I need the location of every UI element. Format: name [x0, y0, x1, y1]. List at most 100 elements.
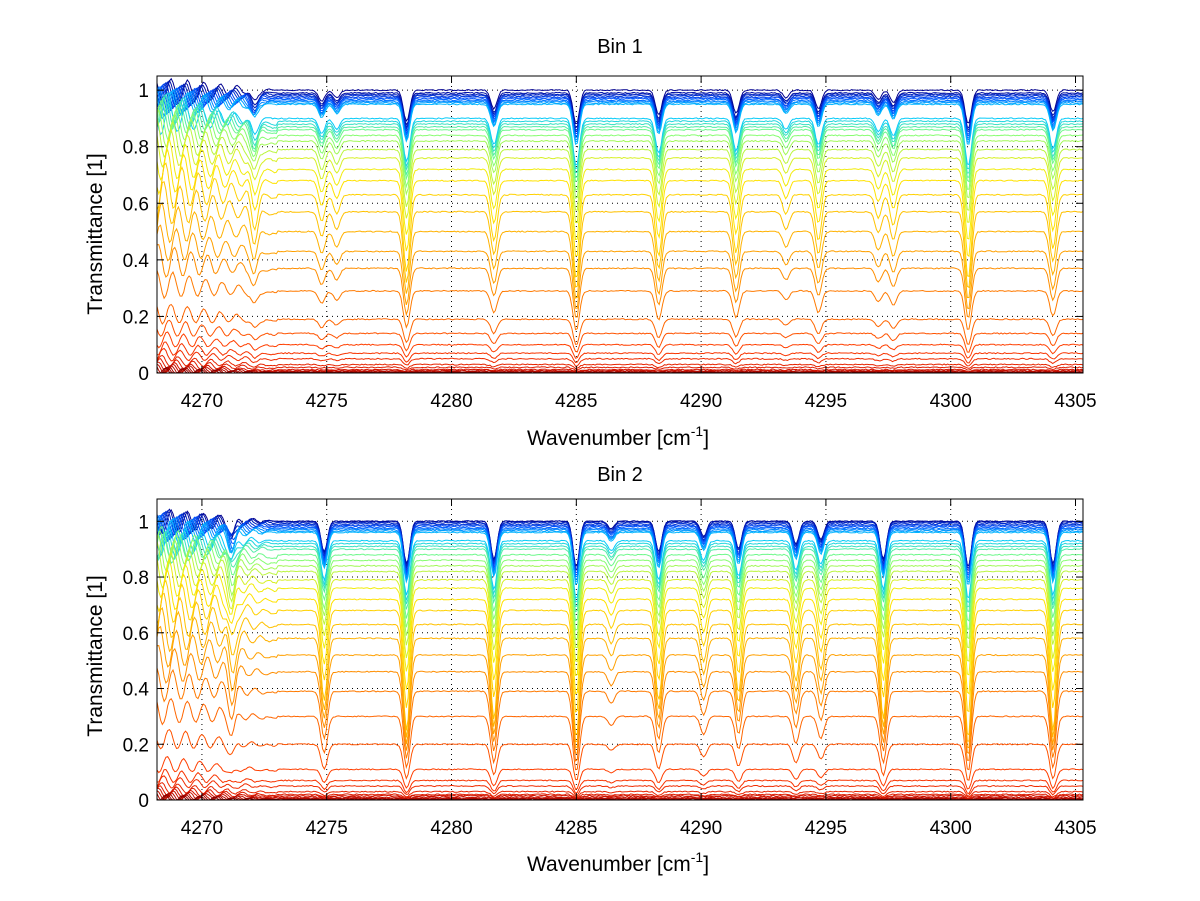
- y-tick-label: 1: [138, 512, 149, 533]
- spectrum-line: [156, 100, 1084, 183]
- y-tick-label: 0.4: [123, 251, 150, 272]
- spectrum-line: [156, 728, 1084, 781]
- x-tick-label: 4295: [805, 818, 847, 839]
- spectrum-line: [156, 94, 1084, 174]
- x-tick-label: 4290: [680, 818, 722, 839]
- x-axis-label: Wavenumber [cm-1]: [527, 423, 709, 450]
- spectrum-line: [156, 755, 1084, 790]
- spectrum-line: [156, 358, 1084, 372]
- x-tick-label: 4275: [306, 818, 348, 839]
- spectrum-line: [156, 533, 1084, 613]
- spectrum-line: [156, 511, 1084, 574]
- x-tick-label: 4285: [555, 391, 597, 412]
- spectrum-line: [156, 667, 1084, 762]
- spectrum-line: [156, 792, 1084, 801]
- spectrum-line: [156, 79, 1084, 129]
- spectrum-line: [156, 606, 1084, 743]
- axes-frame: [156, 75, 1084, 374]
- spectrum-line: [156, 354, 1084, 370]
- spectrum-line: [156, 526, 1084, 622]
- spectrum-line: [156, 105, 1084, 191]
- axes-frame: [156, 498, 1084, 801]
- spectrum-line: [156, 785, 1084, 800]
- x-tick-label: 4300: [930, 391, 972, 412]
- y-tick-label: 0: [138, 364, 149, 385]
- spectrum-line: [156, 625, 1084, 749]
- x-tick-label: 4305: [1054, 391, 1096, 412]
- spectrum-line: [156, 244, 1083, 318]
- spectrum-line: [156, 515, 1084, 581]
- spectrum-line: [156, 535, 1084, 640]
- spectrum-line: [156, 519, 1084, 586]
- x-axis-label-superscript: -1: [691, 849, 704, 865]
- spectrum-line: [156, 531, 1084, 631]
- x-tick-label: 4270: [181, 391, 223, 412]
- spectrum-line: [156, 84, 1083, 137]
- spectrum-line: [156, 181, 1084, 289]
- spectrum-line: [156, 529, 1084, 603]
- x-axis-label-main: Wavenumber [cm: [527, 853, 691, 876]
- spectrum-line: [156, 530, 1084, 608]
- spectrum-line: [156, 517, 1084, 584]
- spectrum-line: [156, 509, 1084, 567]
- panel-bin-1: Bin 1 4270 4275 4280 4285 4290 4295 4300 4305 0 0…: [84, 36, 1097, 450]
- spectrum-line: [156, 92, 1084, 170]
- spectrum-line: [156, 319, 1084, 353]
- spectrum-line: [156, 88, 1084, 144]
- spectrum-line: [156, 83, 1084, 135]
- y-tick-label: 0.4: [123, 680, 150, 701]
- spectrum-line: [156, 202, 1084, 299]
- x-tick-label: 4295: [805, 391, 847, 412]
- spectrum-line: [156, 698, 1084, 771]
- spectrum-line: [156, 790, 1084, 801]
- spectrum-line: [156, 103, 1084, 166]
- spectrum-line: [156, 117, 1084, 211]
- x-tick-label: 4290: [680, 391, 722, 412]
- spectrum-line: [156, 515, 1084, 579]
- y-axis-label: Transmittance [1]: [84, 575, 107, 736]
- y-axis-label: Transmittance [1]: [84, 153, 107, 314]
- spectrum-line: [156, 787, 1084, 800]
- spectrum-line: [156, 303, 1084, 345]
- chart-title: Bin 2: [597, 464, 643, 486]
- x-tick-label: 4305: [1054, 818, 1096, 839]
- spectrum-line: [156, 508, 1084, 567]
- x-tick-label: 4280: [430, 818, 472, 839]
- x-tick-label: 4285: [555, 818, 597, 839]
- spectrum-line: [156, 782, 1084, 798]
- spectrum-line: [156, 592, 1084, 736]
- spectrum-line: [156, 331, 1084, 359]
- spectrum-line: [156, 768, 1084, 795]
- spectrum-line: [156, 77, 1084, 125]
- x-tick-label: 4275: [306, 391, 348, 412]
- x-axis-label-superscript: -1: [691, 423, 704, 439]
- spectrum-line: [156, 148, 1084, 258]
- y-tick-label: 0.6: [123, 194, 149, 215]
- spectrum-line: [156, 569, 1084, 695]
- chart-title: Bin 1: [597, 36, 643, 58]
- spectrum-line: [156, 86, 1084, 139]
- panel-bin-2: Bin 2 4270 4275 4280 4285 4290 4295 4300 4305 0 0…: [84, 464, 1097, 876]
- spectrum-line: [156, 109, 1084, 199]
- x-axis-label-end: ]: [703, 427, 709, 450]
- spectrum-line: [156, 138, 1084, 241]
- spectrum-line: [156, 775, 1084, 797]
- spectrum-line: [156, 551, 1083, 662]
- y-tick-label: 0.8: [123, 568, 149, 589]
- y-tick-label: 0.8: [123, 138, 149, 159]
- x-axis-label-main: Wavenumber [cm: [527, 427, 691, 450]
- x-axis-label-end: ]: [703, 853, 709, 876]
- spectrum-line: [156, 270, 1084, 331]
- spectrum-line: [156, 128, 1083, 224]
- spectrum-line: [156, 162, 1084, 278]
- spectrum-line: [156, 81, 1084, 131]
- y-tick-label: 0.2: [123, 307, 149, 328]
- x-tick-label: 4280: [430, 391, 472, 412]
- spectrum-line: [156, 87, 1084, 141]
- spectrum-line: [156, 541, 1084, 649]
- spectrum-line: [156, 96, 1084, 179]
- x-tick-label: 4300: [930, 818, 972, 839]
- y-tick-label: 0.6: [123, 624, 149, 645]
- spectrum-line: [156, 645, 1084, 755]
- spectrum-line: [157, 361, 1084, 373]
